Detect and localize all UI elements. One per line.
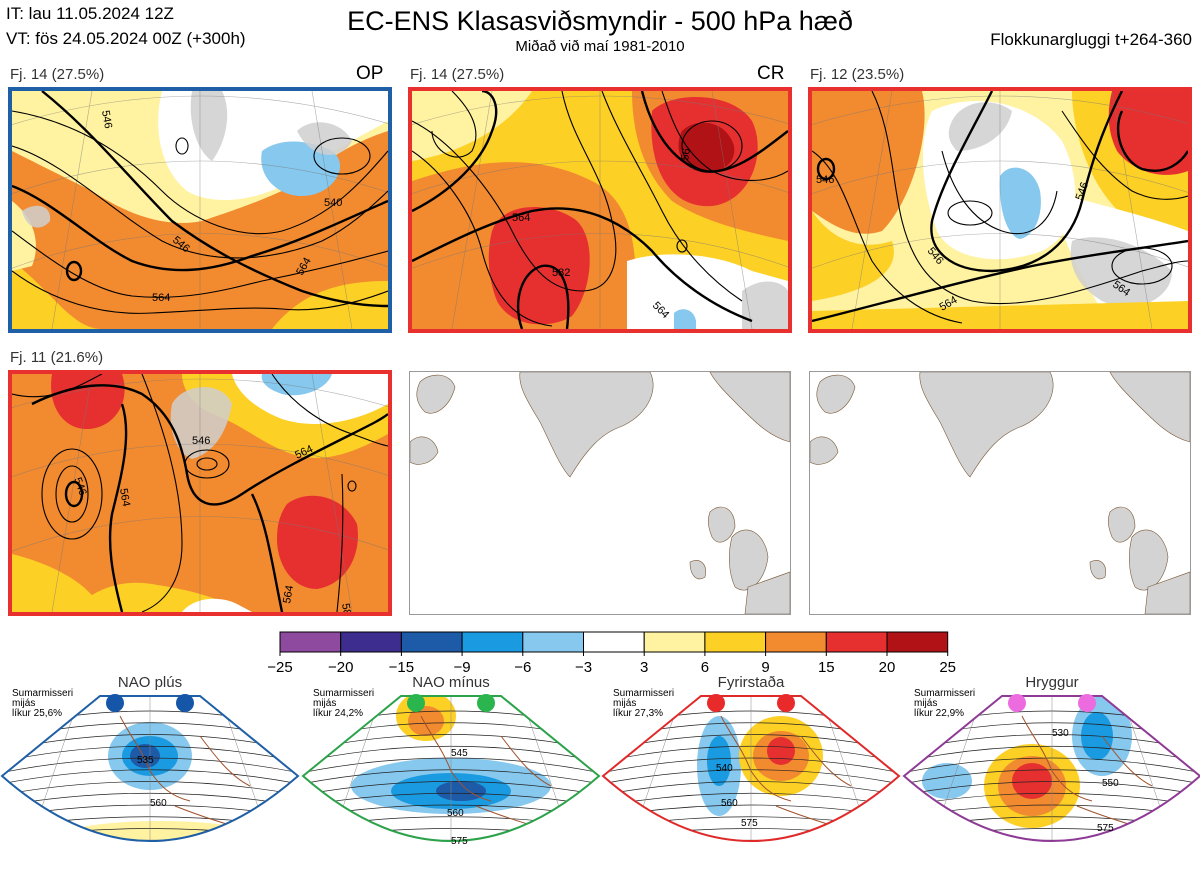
valid-time: VT: fös 24.05.2024 00Z (+300h) [6,29,246,48]
panel-2-contour-label: 582 [552,267,570,279]
colorbar-swatch [886,631,949,653]
regime-panel: 530 550 575 Hryggur Sumarmisseri mijás líkur 2… [902,674,1200,871]
colorbar-swatch [279,631,342,653]
empty-map-5 [409,371,791,615]
colorbar-swatch [704,631,767,653]
cluster-map-1: 546 540 564 564 546 [8,87,392,333]
regime-panel: 545 560 575 NAO mínus Sumarmisseri mijás líkur… [301,674,601,871]
regime-marker-dot [1008,694,1026,712]
regime-marker-dot [477,694,495,712]
regime-info-line: mijás [613,698,637,709]
page-title: EC-ENS Klasasviðsmyndir - 500 hPa hæð [347,6,853,36]
regime-contour-label: 540 [716,763,733,774]
panel-1-tag: OP [356,63,384,84]
colorbar-swatch [765,631,827,653]
panel-1-contour-label: 564 [152,292,170,304]
regime-info-line: Sumarmisseri [12,688,74,699]
regime-contour-label: 560 [721,798,738,809]
panel-4-contour-label: 564 [281,584,296,604]
cluster-map-3: 546 546 564 564 546 [808,87,1192,333]
regime-title: Fyrirstaða [717,674,785,691]
colorbar-swatch [583,631,645,653]
cluster-map-4: 546 564 564 546 564 582 [8,370,392,616]
panel-2-contour-label: 56 [679,147,693,161]
initial-time: IT: lau 11.05.2024 12Z [6,4,174,23]
panel-3-contour-label: 546 [1074,181,1092,202]
regime-panel: 535 560 NAO plús Sumarmisseri mijás líkur 25,… [0,674,300,871]
regime-title: NAO plús [117,674,183,691]
regime-marker-dot [176,694,194,712]
regime-contour-label: 530 [1052,728,1069,739]
regime-contour-label: 575 [741,818,758,829]
cluster-map-2: 564 582 564 56 [408,87,792,333]
regime-info-line: líkur 27,3% [613,708,664,719]
regime-marker-dot [777,694,795,712]
panel-4-contour-label: 546 [71,476,89,497]
panel-2-label: Fj. 14 (27.5%) [410,66,505,83]
regime-contour-label: 535 [137,755,154,766]
panel-1-contour-label: 546 [99,109,114,129]
regime-info-line: Sumarmisseri [613,688,675,699]
panel-4-contour-label: 546 [192,435,210,447]
regime-contour-label: 560 [447,808,464,819]
panel-2-contour-label: 564 [512,212,530,224]
regime-contour-label: 575 [1097,823,1114,834]
regime-contour-label: 550 [1102,778,1119,789]
page-subtitle: Miðað við maí 1981-2010 [515,38,685,55]
regime-panel: 540 560 575 Fyrirstaða Sumarmisseri mijás líku… [601,674,901,871]
panel-1-label: Fj. 14 (27.5%) [10,66,105,83]
regime-title: Hryggur [1025,674,1079,691]
regime-info-line: Sumarmisseri [313,688,375,699]
regime-marker-dot [407,694,425,712]
panel-4-contour-label: 582 [339,602,354,612]
panel-4-label: Fj. 11 (21.6%) [10,349,104,366]
regime-info-line: líkur 22,9% [914,708,965,719]
classification-window: Flokkunargluggi t+264-360 [990,30,1192,49]
panel-3-label: Fj. 12 (23.5%) [810,66,905,83]
regime-marker-dot [707,694,725,712]
colorbar-swatch [522,631,584,653]
colorbar-swatch [643,631,706,653]
colorbar-swatch [461,631,524,653]
colorbar-swatch [340,631,402,653]
regime-marker-dot [1078,694,1096,712]
colorbar-swatch [825,631,888,653]
regime-info-line: mijás [914,698,938,709]
regime-marker-dot [106,694,124,712]
regime-contour-label: 575 [451,836,468,847]
regime-info-line: líkur 24,2% [313,708,364,719]
colorbar-swatch [400,631,463,653]
panel-4-contour-label: 564 [117,487,132,507]
regime-info-line: Sumarmisseri [914,688,976,699]
panel-2-tag: CR [757,63,785,84]
regime-title: NAO mínus [412,674,490,691]
regime-info-line: mijás [313,698,337,709]
regime-contour-label: 545 [451,748,468,759]
regime-contour-label: 560 [150,798,167,809]
regime-info-line: líkur 25,6% [12,708,63,719]
empty-map-6 [809,371,1191,615]
panel-3-contour-label: 546 [816,174,834,186]
panel-1-contour-label: 540 [324,197,342,209]
regime-info-line: mijás [12,698,36,709]
